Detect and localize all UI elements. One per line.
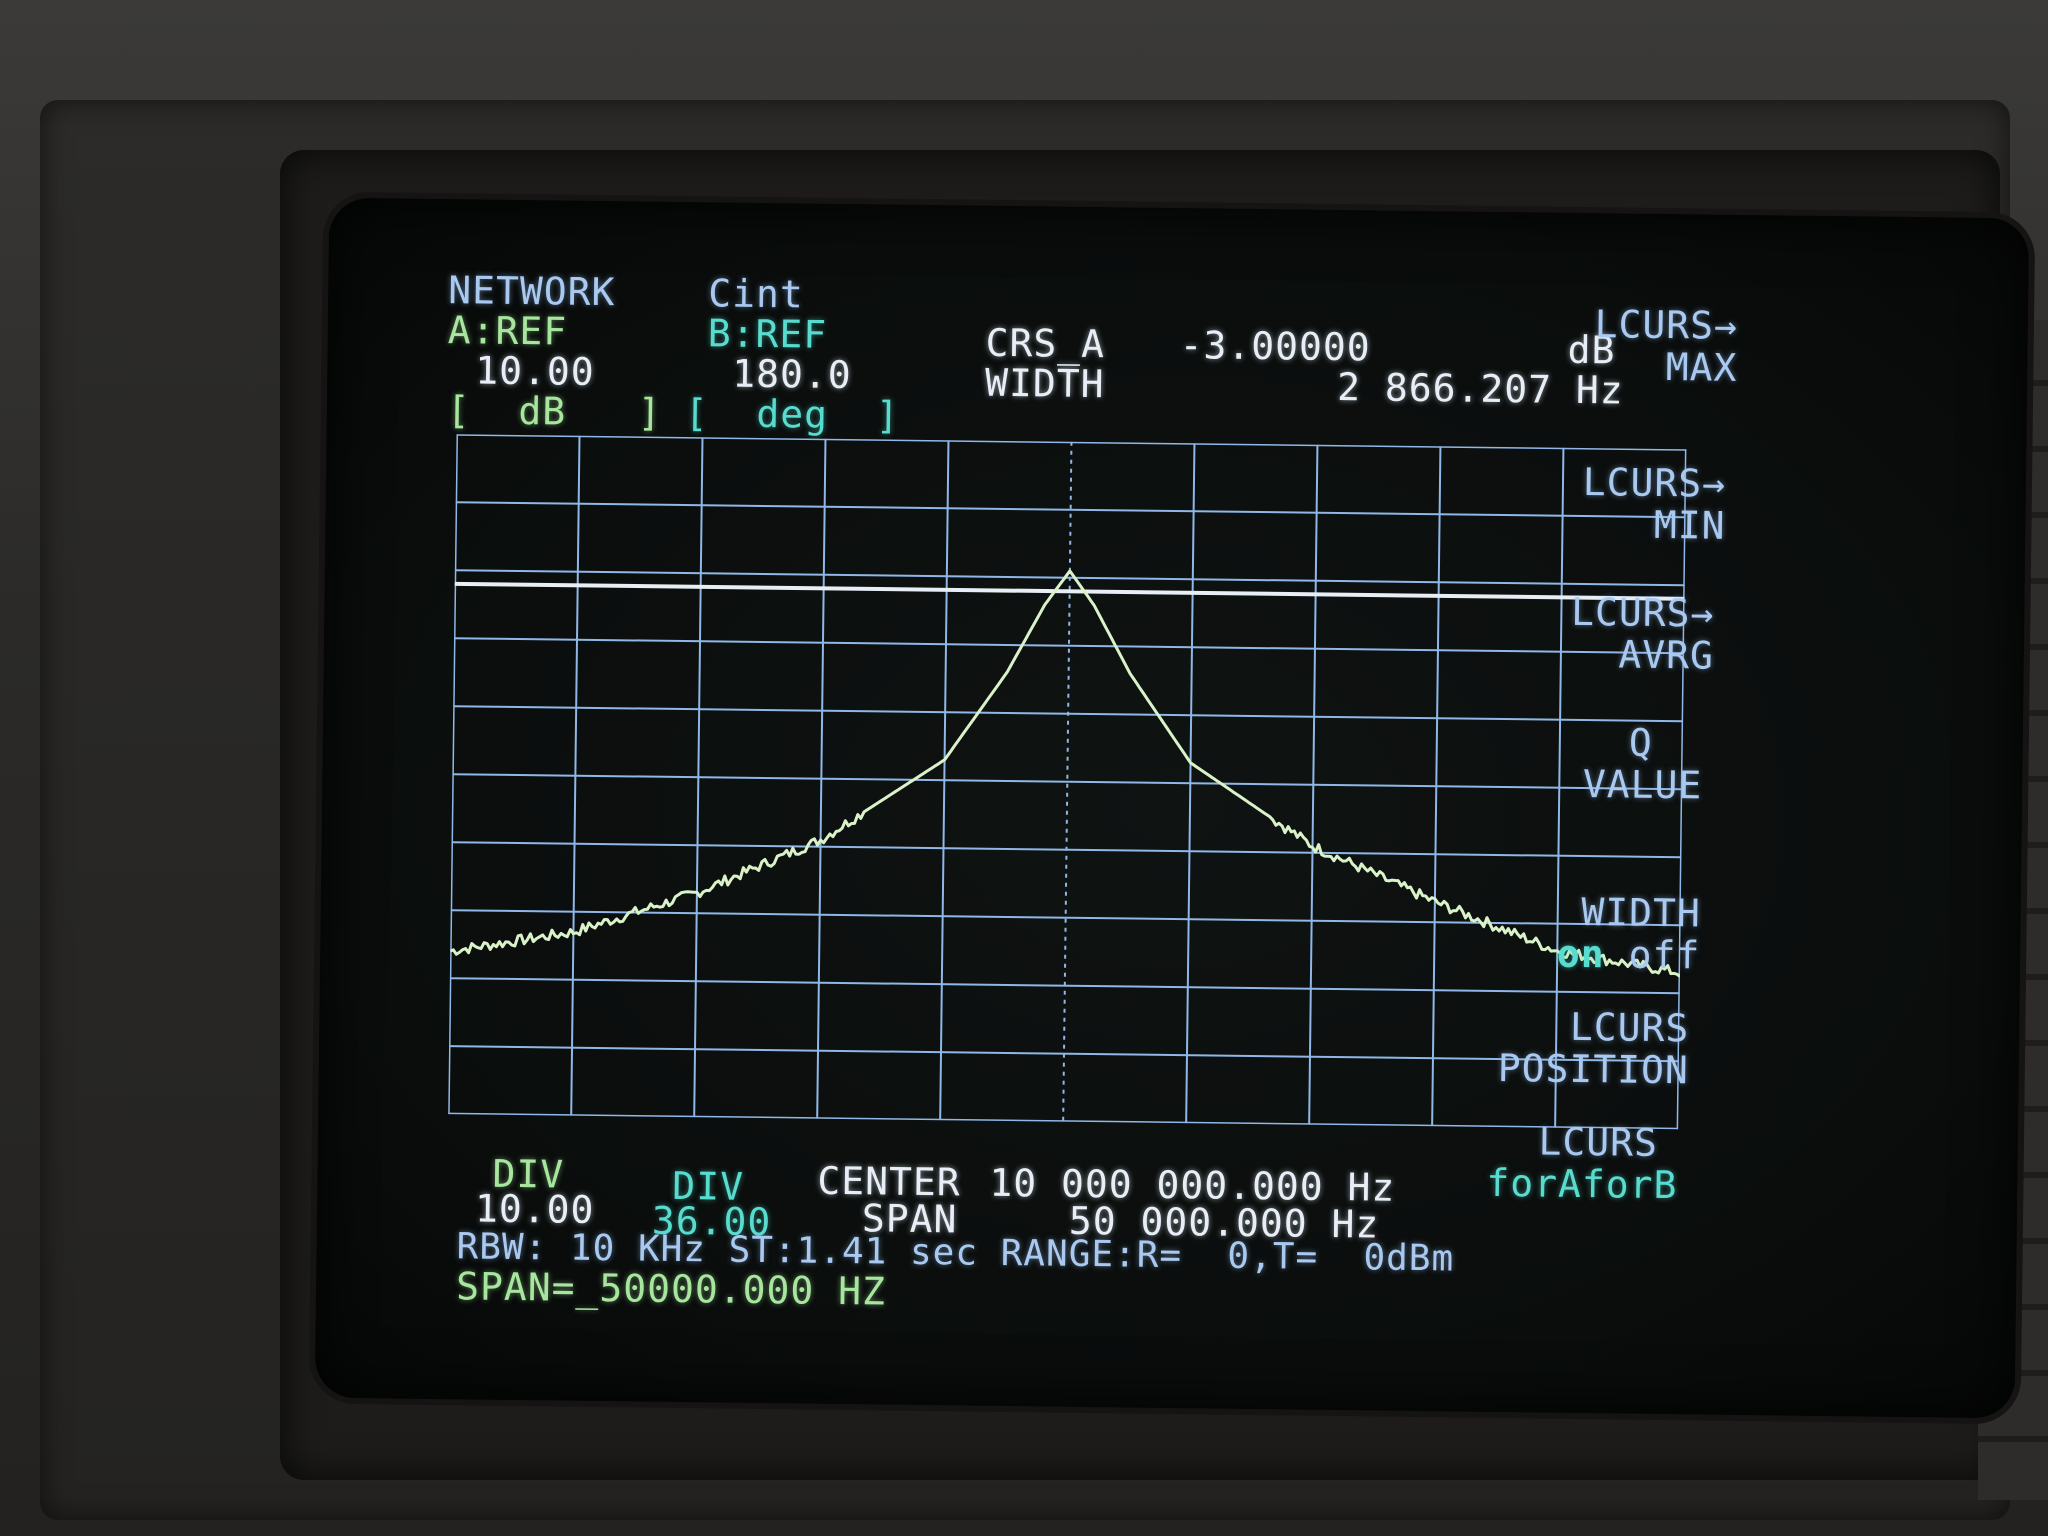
horizontal-gridline bbox=[451, 841, 1682, 859]
softkey-label: LCURS→ bbox=[1594, 302, 1739, 348]
unit-b-label: [ deg ] bbox=[684, 391, 900, 438]
softkey-label: Q bbox=[1628, 720, 1654, 765]
horizontal-gridline bbox=[452, 773, 1683, 791]
softkey-lcurs-position[interactable]: LCURS POSITION bbox=[1449, 1004, 1690, 1093]
horizontal-gridline bbox=[454, 637, 1684, 655]
softkey-label: LCURS→ bbox=[1582, 459, 1727, 506]
entry-line[interactable]: SPAN=_50000.000 HZ bbox=[455, 1264, 887, 1314]
cursor-level-line bbox=[454, 581, 1685, 601]
trace-display bbox=[448, 434, 1687, 1130]
ref-b-value: 180.0 bbox=[732, 351, 852, 398]
horizontal-gridline bbox=[456, 434, 1687, 451]
softkey-label: VALUE bbox=[1582, 762, 1703, 808]
softkey-width-toggle[interactable]: WIDTH on off bbox=[1460, 890, 1702, 978]
ref-a-label: A:REF bbox=[447, 308, 568, 354]
softkey-lcurs-for-a-for-b[interactable]: LCURS forAforB bbox=[1437, 1119, 1678, 1208]
cursor-label: CRS_A bbox=[985, 320, 1106, 367]
horizontal-gridline bbox=[455, 501, 1686, 519]
ref-b-label: B:REF bbox=[707, 311, 828, 357]
softkey-q-value[interactable]: Q VALUE bbox=[1462, 720, 1703, 808]
ref-a-value: 10.00 bbox=[475, 348, 595, 394]
horizontal-gridline bbox=[449, 977, 1680, 995]
horizontal-gridline bbox=[448, 1112, 1679, 1130]
toggle-on-state: on bbox=[1556, 931, 1605, 977]
mode-label: NETWORK bbox=[448, 268, 616, 315]
crt-screen: NETWORK Cint A:REF B:REF 10.00 180.0 [ d… bbox=[314, 197, 2030, 1419]
softkey-label: AVRG bbox=[1618, 632, 1715, 678]
center-label: CENTER bbox=[817, 1158, 961, 1205]
softkey-lcurs-avrg[interactable]: LCURS→ AVRG bbox=[1474, 589, 1715, 678]
cursor-value: -3.00000 bbox=[1179, 323, 1371, 370]
horizontal-gridline bbox=[453, 705, 1684, 723]
source-label: Cint bbox=[707, 271, 805, 317]
softkey-label: LCURS→ bbox=[1570, 589, 1715, 636]
div-a-value: 10.00 bbox=[474, 1186, 595, 1232]
softkey-label: LCURS bbox=[1569, 1004, 1690, 1051]
toggle-off-state: off bbox=[1628, 932, 1701, 978]
softkey-label: MIN bbox=[1653, 502, 1726, 548]
softkey-label: WIDTH bbox=[1581, 890, 1702, 936]
unit-a-label: [ dB ] bbox=[446, 388, 662, 435]
horizontal-gridline bbox=[449, 1045, 1679, 1063]
trace-line bbox=[449, 569, 1681, 978]
softkey-label: MAX bbox=[1665, 345, 1738, 390]
softkey-label: LCURS bbox=[1538, 1119, 1659, 1165]
softkey-lcurs-max[interactable]: LCURS→ MAX bbox=[1497, 302, 1739, 390]
horizontal-gridline bbox=[450, 909, 1681, 927]
horizontal-gridline bbox=[454, 569, 1685, 587]
width-label: WIDTH bbox=[984, 360, 1105, 407]
graticule bbox=[448, 434, 1687, 1130]
softkey-lcurs-min[interactable]: LCURS→ MIN bbox=[1485, 459, 1727, 548]
width-toggle-states: on off bbox=[1460, 931, 1701, 978]
softkey-label: forAforB bbox=[1486, 1160, 1678, 1208]
softkey-label: POSITION bbox=[1497, 1046, 1690, 1093]
